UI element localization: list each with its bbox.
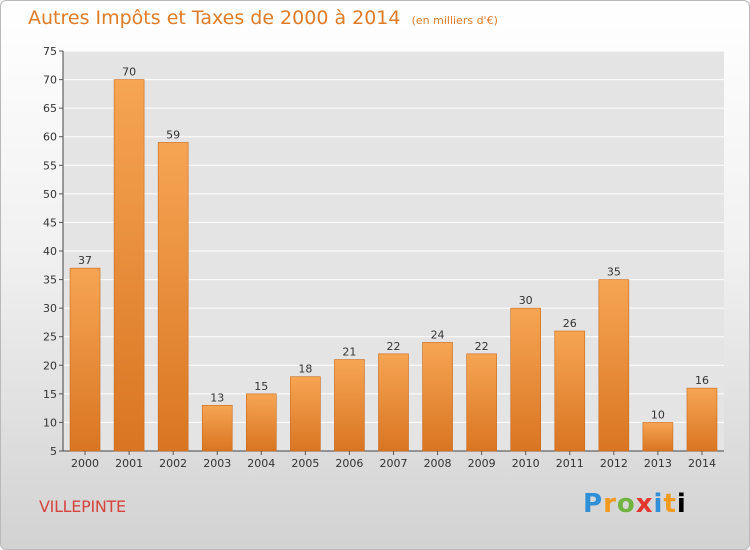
y-tick-label: 60 [43, 131, 57, 144]
bar-value-label: 70 [122, 66, 136, 79]
bar-value-label: 18 [298, 363, 312, 376]
x-tick-label: 2001 [115, 457, 143, 470]
bar [201, 404, 233, 452]
chart-title-block: Autres Impôts et Taxes de 2000 à 2014 (e… [28, 7, 498, 29]
x-tick-label: 2005 [291, 457, 319, 470]
bar [554, 330, 586, 452]
y-tick-label: 35 [43, 274, 57, 287]
x-tick-label: 2004 [247, 457, 275, 470]
bar-value-label: 24 [431, 328, 445, 341]
y-tick-label: 75 [43, 45, 57, 58]
x-tick-label: 2003 [203, 457, 231, 470]
y-tick-label: 15 [43, 388, 57, 401]
bar-value-label: 15 [254, 380, 268, 393]
y-tick-label: 65 [43, 102, 57, 115]
bar-value-label: 35 [607, 266, 621, 279]
bar [598, 279, 630, 452]
x-tick-label: 2000 [71, 457, 99, 470]
bar-value-label: 26 [563, 317, 577, 330]
bar [466, 353, 497, 452]
chart-title: Autres Impôts et Taxes de 2000 à 2014 [28, 7, 401, 29]
y-tick-label: 30 [43, 302, 57, 315]
x-tick-label: 2002 [159, 457, 187, 470]
proxiti-logo: Proxiti [583, 489, 687, 519]
bar-value-label: 30 [519, 294, 533, 307]
bar-value-label: 21 [342, 346, 356, 359]
x-tick-label: 2010 [512, 457, 540, 470]
bar-value-label: 37 [78, 254, 92, 267]
bar [510, 307, 542, 452]
bar [686, 387, 718, 452]
bar [290, 376, 321, 452]
y-tick-label: 70 [43, 74, 57, 87]
y-tick-label: 45 [43, 216, 57, 229]
location-label: VILLEPINTE [39, 497, 126, 516]
chart-subtitle: (en milliers d'€) [411, 14, 498, 27]
y-tick-label: 55 [43, 159, 57, 172]
y-tick-label: 5 [50, 445, 57, 458]
x-tick-label: 2006 [335, 457, 363, 470]
x-tick-label: 2012 [600, 457, 628, 470]
y-tick-label: 20 [43, 359, 57, 372]
bar-value-label: 22 [475, 340, 489, 353]
bar-value-label: 10 [651, 408, 665, 421]
bar-value-label: 13 [210, 391, 224, 404]
y-tick-label: 50 [43, 188, 57, 201]
bar [113, 79, 145, 452]
bar [378, 353, 409, 452]
y-tick-label: 25 [43, 331, 57, 344]
y-tick-label: 10 [43, 416, 57, 429]
x-tick-label: 2014 [688, 457, 716, 470]
bar [246, 393, 277, 452]
bar [642, 422, 674, 452]
bar-value-label: 16 [695, 374, 709, 387]
bar [157, 142, 189, 452]
x-tick-label: 2007 [380, 457, 408, 470]
x-tick-label: 2009 [468, 457, 496, 470]
y-tick-label: 40 [43, 245, 57, 258]
bar-value-label: 59 [166, 128, 180, 141]
bar [69, 267, 101, 452]
x-tick-label: 2011 [556, 457, 584, 470]
bar [422, 342, 453, 452]
x-tick-label: 2008 [424, 457, 452, 470]
bar [334, 359, 365, 452]
x-tick-label: 2013 [644, 457, 672, 470]
bar-value-label: 22 [387, 340, 401, 353]
